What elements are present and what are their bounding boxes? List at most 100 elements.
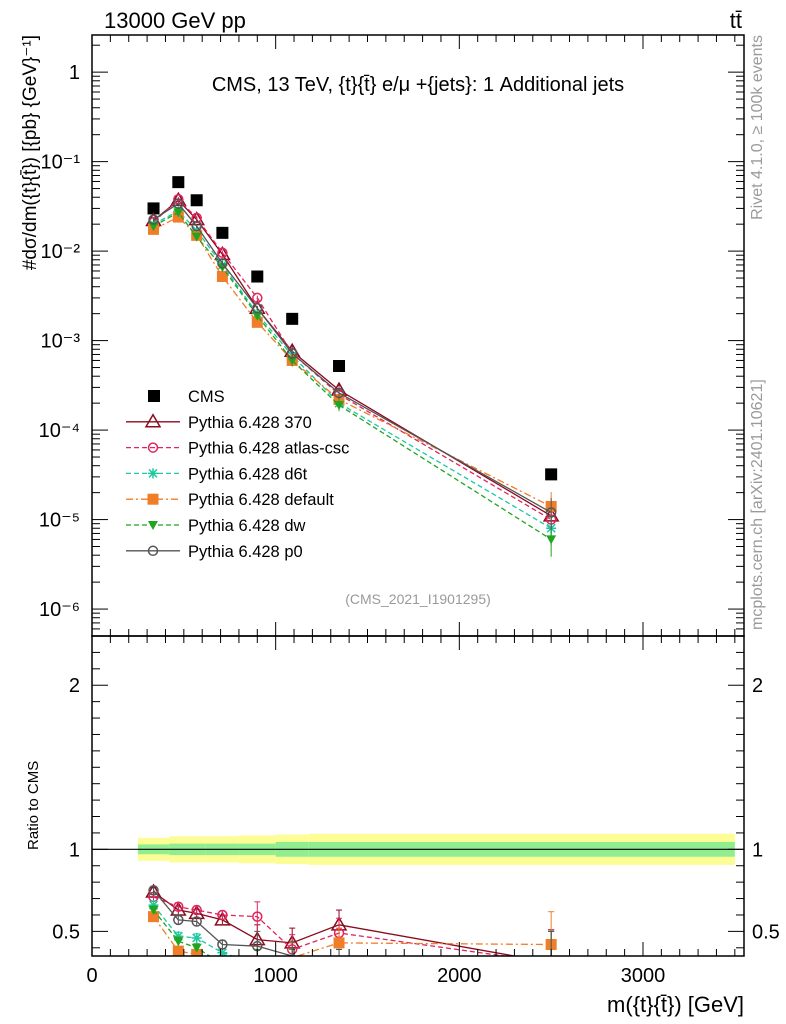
x-axis-label: m({t}{t̄}) [GeV] xyxy=(607,992,744,1017)
ratio-point-pythia-6-428-dw xyxy=(148,906,159,916)
y-tick-label: 10⁻⁴ xyxy=(39,420,80,442)
data-point-pythia-6-428-p0 xyxy=(333,387,345,399)
legend-label-pythia-6-428-d6t: Pythia 6.428 d6t xyxy=(188,465,308,483)
series-line-pythia-6-428-atlas-csc xyxy=(153,198,552,521)
legend-label-pythia-6-428-370: Pythia 6.428 370 xyxy=(188,414,312,432)
y-tick-label: 10⁻⁵ xyxy=(39,510,80,532)
y-tick-label: 10⁻² xyxy=(41,241,81,263)
legend-label-pythia-6-428-p0: Pythia 6.428 p0 xyxy=(188,543,303,561)
legend-label-pythia-6-428-dw: Pythia 6.428 dw xyxy=(188,517,305,535)
legend-marker-pythia-6-428-default xyxy=(147,493,159,505)
x-tick-label: 0 xyxy=(86,965,97,987)
legend-marker-pythia-6-428-370 xyxy=(144,413,162,428)
y-tick-label: 10⁻⁶ xyxy=(39,599,80,621)
data-point-pythia-6-428-atlas-csc xyxy=(217,247,228,258)
ratio-point-pythia-6-428-d6t xyxy=(191,932,202,943)
ratio-line-pythia-6-428-p0 xyxy=(153,889,296,956)
legend-label-pythia-6-428-atlas-csc: Pythia 6.428 atlas-csc xyxy=(188,440,349,458)
cms-data-point xyxy=(216,226,229,239)
main-plot-panel: CMS, 13 TeV, {t}{t̄} e/μ +{jets}: 1 Addi… xyxy=(39,34,745,637)
ratio-point-pythia-6-428-p0 xyxy=(217,939,228,950)
y-tick-label: 10⁻³ xyxy=(41,331,81,353)
ratio-point-pythia-6-428-dw xyxy=(173,937,184,947)
legend-marker-pythia-6-428-d6t xyxy=(148,468,158,479)
ratio-point-pythia-6-428-atlas-csc xyxy=(191,904,202,916)
data-point-pythia-6-428-p0 xyxy=(545,507,557,518)
legend: CMS Pythia 6.428 370 Pythia 6.428 atlas-cs… xyxy=(126,388,349,561)
ratio-line-pythia-6-428-default xyxy=(152,916,552,956)
data-point-pythia-6-428-dw xyxy=(252,311,263,321)
ratio-tick-label-right: 0.5 xyxy=(752,921,780,943)
top-series-group xyxy=(145,176,560,557)
x-tick-label: 3000 xyxy=(621,965,666,987)
data-point-pythia-6-428-dw xyxy=(173,208,184,218)
data-point-pythia-6-428-dw xyxy=(191,232,202,242)
data-point-pythia-6-428-atlas-csc xyxy=(252,292,263,304)
cms-data-point xyxy=(190,194,203,207)
data-point-pythia-6-428-default xyxy=(251,316,263,328)
legend-label-pythia-6-428-default: Pythia 6.428 default xyxy=(188,491,334,509)
cms-data-point xyxy=(545,468,558,481)
ratio-point-pythia-6-428-p0 xyxy=(173,914,184,926)
legend-marker-pythia-6-428-p0 xyxy=(147,545,159,557)
ratio-uncertainty-band xyxy=(92,833,744,865)
ratio-point-pythia-6-428-p0 xyxy=(191,916,202,927)
data-point-pythia-6-428-dw xyxy=(148,222,159,232)
rivet-version-text: Rivet 4.1.0, ≥ 100k events xyxy=(749,35,766,220)
cms-data-point xyxy=(251,270,264,283)
ratio-axis-ticks: 0.5 0.5 1 1 2 2 xyxy=(52,635,780,956)
data-point-pythia-6-428-p0 xyxy=(217,258,228,269)
y-axis-label: #dσ/dm({t}{t̄}) [{pb} {GeV}⁻¹] xyxy=(20,35,41,270)
ratio-point-pythia-6-428-default xyxy=(148,911,160,923)
ratio-point-pythia-6-428-dw xyxy=(191,943,202,953)
ratio-point-pythia-6-428-atlas-csc xyxy=(217,909,228,921)
cms-data-point xyxy=(147,202,160,215)
ratio-plot-panel: 0.5 0.5 1 1 2 2 xyxy=(52,635,780,957)
ratio-axis-label: Ratio to CMS xyxy=(25,761,42,850)
cms-data-point xyxy=(286,312,299,325)
x-tick-label: 1000 xyxy=(253,965,298,987)
legend-marker-pythia-6-428-dw xyxy=(148,521,158,530)
ratio-tick-label: 0.5 xyxy=(52,921,80,943)
ratio-tick-label: 1 xyxy=(69,839,80,861)
legend-marker-pythia-6-428-atlas-csc xyxy=(147,442,159,453)
cms-data-point xyxy=(333,360,346,373)
data-point-pythia-6-428-p0 xyxy=(173,198,184,209)
data-point-pythia-6-428-p0 xyxy=(191,220,202,232)
data-point-pythia-6-428-p0 xyxy=(286,348,298,359)
ratio-line-pythia-6-428-370 xyxy=(153,891,518,956)
ratio-plot-frame xyxy=(91,635,745,957)
ratio-point-pythia-6-428-d6t xyxy=(148,900,159,911)
analysis-id: (CMS_2021_I1901295) xyxy=(345,591,491,607)
data-point-pythia-6-428-dw xyxy=(287,356,298,366)
ratio-point-pythia-6-428-atlas-csc xyxy=(252,911,263,922)
data-point-pythia-6-428-default xyxy=(216,271,228,283)
ratio-tick-label-right: 2 xyxy=(752,675,763,697)
ratio-point-pythia-6-428-d6t xyxy=(217,947,228,956)
data-point-pythia-6-428-dw xyxy=(546,535,557,545)
process-label: tt̄ xyxy=(730,8,742,33)
ratio-series-group xyxy=(145,883,557,956)
y-tick-label: 1 xyxy=(69,62,80,84)
ratio-point-pythia-6-428-p0 xyxy=(148,885,159,896)
data-point-pythia-6-428-dw xyxy=(334,401,345,411)
top-axis-ticks: 1 10⁻¹ 10⁻² 10⁻³ 10⁻⁴ 10⁻⁵ 10⁻⁶ xyxy=(39,35,744,637)
data-point-pythia-6-428-p0 xyxy=(252,302,263,314)
chart-title: CMS, 13 TeV, {t}{t̄} e/μ +{jets}: 1 Addi… xyxy=(212,74,624,96)
ratio-point-pythia-6-428-atlas-csc xyxy=(173,901,184,913)
series-line-pythia-6-428-dw xyxy=(153,211,552,540)
x-tick-label: 2000 xyxy=(437,965,482,987)
ratio-point-pythia-6-428-370 xyxy=(214,911,231,926)
energy-label: 13000 GeV pp xyxy=(104,8,246,33)
legend-marker-cms xyxy=(148,390,160,402)
ratio-point-pythia-6-428-default xyxy=(172,945,184,956)
x-tick-labels: 0 1000 2000 3000 xyxy=(86,965,665,987)
ratio-tick-label: 2 xyxy=(69,675,80,697)
y-tick-label: 10⁻¹ xyxy=(41,152,81,174)
ratio-point-pythia-6-428-default xyxy=(333,937,345,949)
legend-label-cms: CMS xyxy=(188,388,225,406)
cms-data-point xyxy=(172,176,185,189)
ratio-line-pythia-6-428-atlas-csc xyxy=(153,896,509,956)
ratio-line-pythia-6-428-dw xyxy=(153,909,211,956)
